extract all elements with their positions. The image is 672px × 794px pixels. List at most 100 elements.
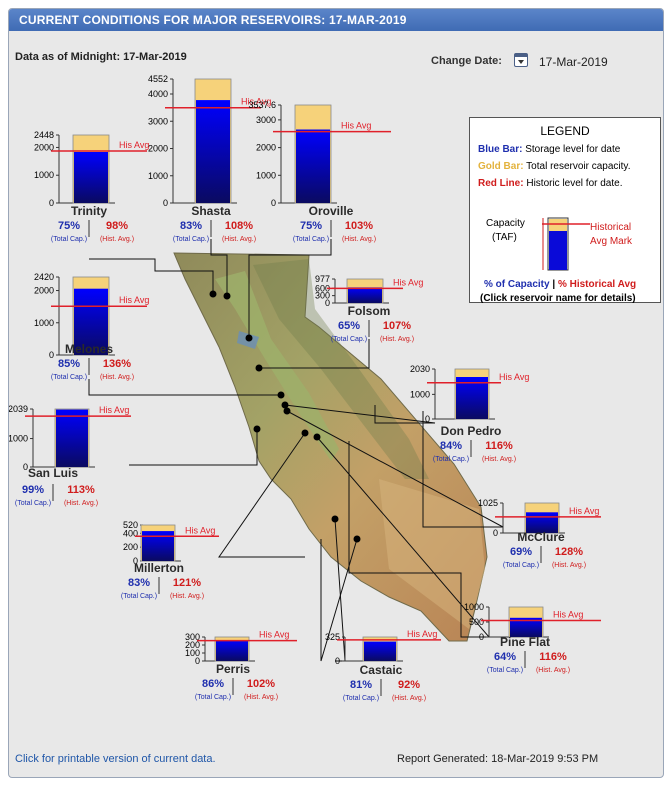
pine-flat-location-dot (313, 433, 321, 441)
shasta-storage-bar (196, 100, 230, 203)
millerton-name-link[interactable]: Millerton (134, 561, 184, 575)
legend-pct-historical: % Historical Avg (557, 279, 637, 290)
pine-flat-connector (316, 436, 491, 638)
melones-total-cap-label: (Total Cap.) (51, 374, 87, 381)
melones-hist-avg-label: (Hist. Avg.) (100, 374, 134, 381)
pine-flat-tick-label: 500 (469, 617, 484, 627)
oroville-his-avg-label: His Avg (341, 121, 371, 131)
legend-historical-label: Historical (590, 222, 632, 233)
don-pedro-tick-label: 1000 (410, 389, 430, 399)
data-as-of-text: Data as of Midnight: 17-Mar-2019 (15, 51, 187, 63)
folsom-total-cap-label: (Total Cap.) (331, 336, 367, 343)
mcclure-name-link[interactable]: McClure (517, 530, 565, 544)
shasta-his-avg-label: His Avg (241, 97, 271, 107)
legend-capacity-unit: (TAF) (492, 232, 517, 243)
legend-title: LEGEND (540, 124, 590, 138)
pine-flat-his-avg-label: His Avg (553, 609, 583, 619)
perris-hist-avg-label: (Hist. Avg.) (244, 694, 278, 701)
oroville-tick-label: 3537.6 (248, 100, 276, 110)
oroville-hist-avg-label: (Hist. Avg.) (342, 236, 376, 243)
san-luis-tick-label: 2039 (9, 404, 28, 414)
perris-total-cap-label: (Total Cap.) (195, 694, 231, 701)
shasta-connector (210, 239, 228, 296)
millerton-tick-label: 0 (133, 556, 138, 566)
shasta-tick-label: 2000 (148, 144, 168, 154)
shasta-hist-avg-label: (Hist. Avg.) (222, 236, 256, 243)
trinity-pct-capacity: 75% (58, 220, 80, 232)
oroville-pct-historical: 103% (345, 220, 373, 232)
melones-name-link[interactable]: Melones (65, 342, 113, 356)
legend-gold-desc: Total reservoir capacity. (526, 161, 631, 172)
don-pedro-storage-bar (456, 377, 488, 419)
shasta-total-cap-label: (Total Cap.) (173, 236, 209, 243)
mojave-desert (379, 479, 485, 629)
legend-gold-key: Gold Bar: (478, 161, 524, 172)
calendar-dropdown-icon[interactable] (514, 53, 528, 67)
san-luis-hist-avg-label: (Hist. Avg.) (64, 500, 98, 507)
folsom-tick-label: 300 (315, 291, 330, 301)
legend-blue-desc: Storage level for date (525, 144, 621, 155)
oroville-pct-capacity: 75% (300, 220, 322, 232)
mcclure-tick-label: 0 (493, 528, 498, 538)
pine-flat-hist-avg-label: (Hist. Avg.) (536, 667, 570, 674)
millerton-total-cap-label: (Total Cap.) (121, 593, 157, 600)
shasta-pct-capacity: 83% (180, 220, 202, 232)
perris-pct-historical: 102% (247, 678, 275, 690)
san-luis-storage-bar (56, 409, 88, 467)
legend-red-desc: Historic level for date. (526, 178, 623, 189)
castaic-location-dot (331, 515, 339, 523)
pine-flat-name-link[interactable]: Pine Flat (500, 635, 550, 649)
san-luis-tick-label: 1000 (9, 434, 28, 444)
change-date-label: Change Date: (431, 55, 502, 67)
shasta-tick-label: 0 (163, 198, 168, 208)
mcclure-hist-avg-label: (Hist. Avg.) (552, 562, 586, 569)
shasta-name-link[interactable]: Shasta (191, 204, 231, 218)
pine-flat-pct-historical: 116% (539, 651, 567, 663)
legend-historical-label-2: Avg Mark (590, 236, 633, 247)
millerton-tick-label: 200 (123, 542, 138, 552)
trinity-name-link[interactable]: Trinity (71, 204, 107, 218)
castaic-name-link[interactable]: Castaic (360, 663, 403, 677)
oroville-name-link[interactable]: Oroville (309, 204, 354, 218)
trinity-hist-avg-label: (Hist. Avg.) (100, 236, 134, 243)
shasta-tick-label: 1000 (148, 171, 168, 181)
castaic-storage-bar (364, 641, 396, 661)
trinity-his-avg-label: His Avg (119, 140, 149, 150)
folsom-hist-avg-label: (Hist. Avg.) (380, 336, 414, 343)
trinity-connector (89, 258, 214, 294)
san-luis-name-link[interactable]: San Luis (28, 466, 78, 480)
perris-name-link[interactable]: Perris (216, 662, 250, 676)
millerton-pct-capacity: 83% (128, 577, 150, 589)
folsom-name-link[interactable]: Folsom (348, 304, 391, 318)
central-valley (215, 271, 339, 461)
legend-separator: | (552, 279, 556, 290)
melones-tick-label: 2420 (34, 272, 54, 282)
san-luis-location-dot (253, 425, 261, 433)
folsom-tick-label: 0 (325, 298, 330, 308)
san-luis-his-avg-label: His Avg (99, 405, 129, 415)
millerton-his-avg-label: His Avg (185, 525, 215, 535)
don-pedro-tick-label: 2030 (410, 364, 430, 374)
melones-connector (88, 379, 281, 396)
don-pedro-name-link[interactable]: Don Pedro (441, 424, 502, 438)
melones-tick-label: 1000 (34, 318, 54, 328)
millerton-tick-label: 520 (123, 520, 138, 530)
don-pedro-pct-historical: 116% (485, 440, 513, 452)
oroville-total-cap-label: (Total Cap.) (293, 236, 329, 243)
melones-pct-capacity: 85% (58, 358, 80, 370)
pine-flat-pct-capacity: 64% (494, 651, 516, 663)
trinity-tick-label: 2000 (34, 142, 54, 152)
printable-version-link[interactable]: Click for printable version of current d… (15, 753, 216, 765)
legend-blue-key: Blue Bar: (478, 144, 523, 155)
change-date-value[interactable]: 17-Mar-2019 (539, 55, 608, 69)
report-generated-text: Report Generated: 18-Mar-2019 9:53 PM (397, 753, 599, 765)
melones-his-avg-label: His Avg (119, 295, 149, 305)
perris-location-dot (353, 535, 361, 543)
pine-flat-storage-bar (510, 617, 542, 637)
perris-his-avg-label: His Avg (259, 630, 289, 640)
melones-pct-historical: 136% (103, 358, 131, 370)
legend-pct-capacity: % of Capacity (484, 279, 550, 290)
don-pedro-pct-capacity: 84% (440, 440, 462, 452)
perris-tick-label: 200 (185, 640, 200, 650)
